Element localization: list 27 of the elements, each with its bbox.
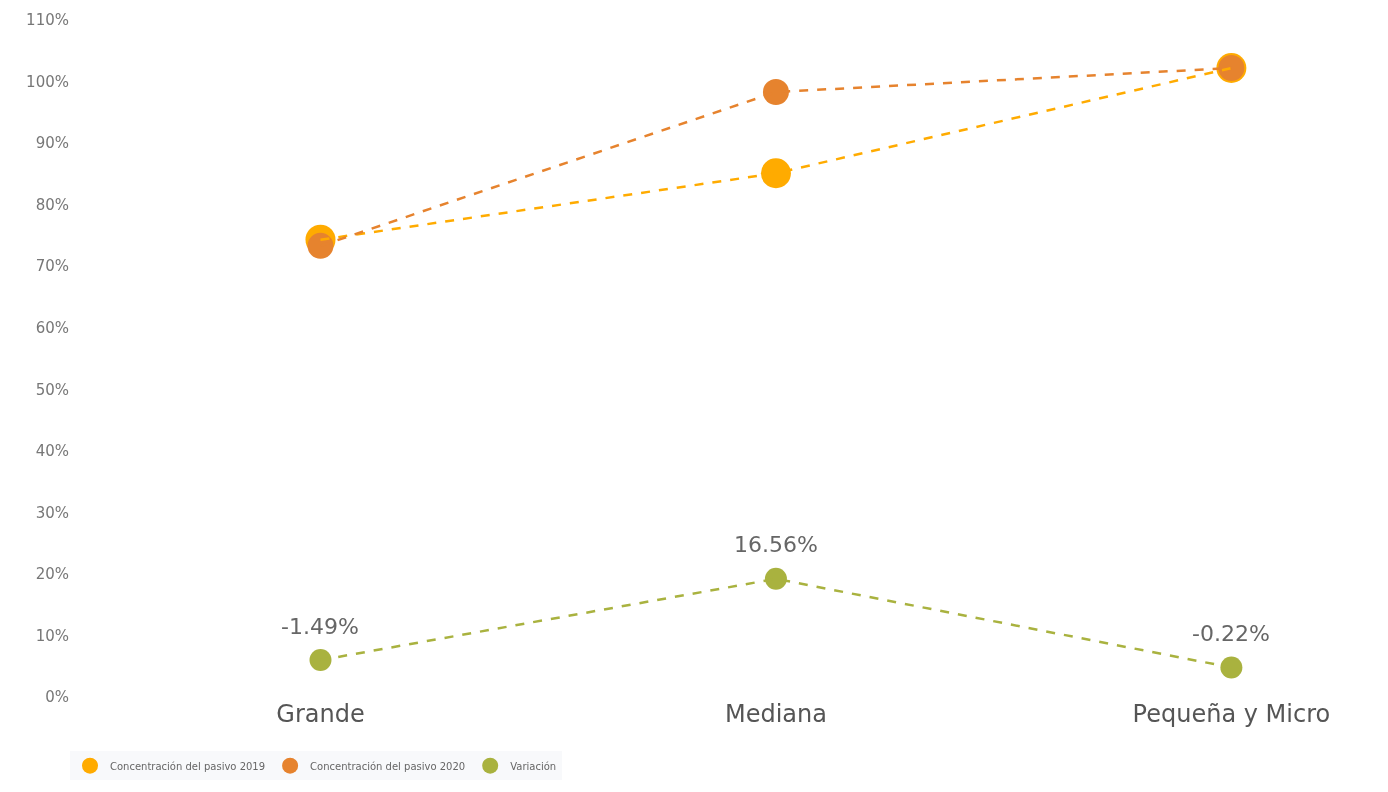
x-tick-label: Mediana [724, 700, 827, 728]
point [764, 567, 787, 590]
y-tick-label: 70% [35, 257, 69, 276]
annotation: -0.22% [1192, 621, 1270, 646]
annotation: 16.56% [734, 532, 818, 557]
y-tick-label: 100% [26, 72, 69, 91]
x-tick-label: Pequeña y Micro [1132, 700, 1331, 728]
y-tick-label: 50% [35, 380, 69, 399]
point [307, 232, 334, 259]
legend-label: Concentración del pasivo 2019 [110, 760, 266, 772]
y-tick-label: 60% [35, 318, 69, 337]
y-tick-label: 90% [35, 134, 69, 153]
x-tick-label: Grande [276, 700, 365, 728]
annotation: -1.49% [281, 614, 359, 639]
legend-label: Variación [510, 760, 557, 772]
y-tick-label: 80% [35, 195, 69, 214]
point [762, 79, 789, 105]
point [309, 649, 332, 672]
y-tick-label: 0% [45, 688, 69, 707]
y-tick-label: 20% [35, 565, 69, 584]
point [1220, 656, 1243, 679]
legend-label: Concentración del pasivo 2020 [310, 760, 466, 772]
point [760, 158, 791, 189]
y-tick-label: 30% [35, 503, 69, 522]
y-tick-label: 10% [35, 626, 69, 645]
y-tick-label: 110% [26, 11, 69, 30]
y-tick-label: 40% [35, 442, 69, 461]
